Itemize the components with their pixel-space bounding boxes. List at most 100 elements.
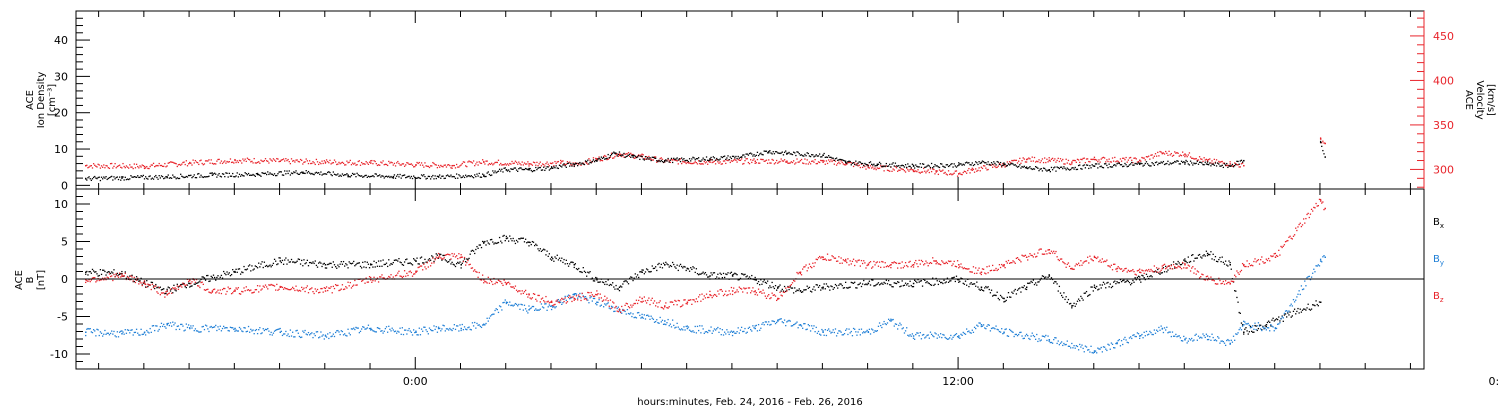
bx-point bbox=[245, 269, 247, 271]
velocity-point bbox=[917, 169, 919, 171]
density-point bbox=[684, 160, 686, 162]
bx-point bbox=[1111, 285, 1114, 288]
bx-point bbox=[1266, 321, 1269, 324]
density-point bbox=[1197, 163, 1200, 165]
bx-point bbox=[1020, 291, 1022, 293]
density-point bbox=[733, 155, 735, 158]
by-point bbox=[994, 328, 996, 330]
by-point bbox=[756, 330, 759, 332]
bx-point bbox=[968, 285, 970, 288]
velocity-point bbox=[561, 160, 563, 163]
by-point bbox=[442, 324, 444, 326]
velocity-point bbox=[407, 162, 409, 164]
density-point bbox=[357, 174, 359, 176]
by-point bbox=[443, 325, 445, 327]
bx-point bbox=[939, 281, 942, 284]
bx-point bbox=[796, 289, 798, 291]
by-point bbox=[1092, 352, 1094, 354]
bx-point bbox=[463, 258, 466, 260]
by-point bbox=[259, 327, 261, 329]
by-point bbox=[567, 294, 570, 296]
velocity-point bbox=[509, 162, 511, 165]
density-point bbox=[953, 163, 955, 165]
density-point bbox=[381, 175, 383, 177]
by-point bbox=[921, 334, 924, 336]
bx-point bbox=[88, 271, 90, 273]
density-point bbox=[599, 158, 601, 160]
by-point bbox=[1033, 335, 1036, 338]
bx-point bbox=[301, 259, 303, 262]
by-point bbox=[1089, 351, 1091, 353]
density-point bbox=[1088, 167, 1090, 170]
velocity-point bbox=[440, 164, 442, 167]
by-point bbox=[1171, 331, 1174, 333]
by-point bbox=[1228, 339, 1230, 342]
bx-point bbox=[348, 261, 350, 263]
bx-point bbox=[1161, 272, 1163, 274]
velocity-point bbox=[1093, 158, 1096, 161]
by-point bbox=[235, 329, 237, 331]
density-point bbox=[346, 173, 348, 175]
velocity-point bbox=[1010, 162, 1012, 164]
bx-point bbox=[549, 258, 552, 260]
velocity-point bbox=[230, 161, 233, 164]
bx-point bbox=[1048, 274, 1050, 276]
velocity-point bbox=[94, 164, 96, 166]
velocity-point bbox=[169, 161, 172, 163]
density-point bbox=[619, 155, 622, 157]
density-point bbox=[541, 169, 544, 171]
velocity-point bbox=[768, 159, 770, 161]
bx-point bbox=[213, 276, 216, 279]
by-point bbox=[1254, 322, 1256, 324]
bx-point bbox=[822, 286, 824, 288]
bx-point bbox=[943, 279, 945, 281]
by-point bbox=[822, 330, 824, 332]
bx-point bbox=[261, 261, 263, 263]
density-point bbox=[937, 166, 940, 168]
density-point bbox=[278, 171, 280, 173]
bx-point bbox=[298, 258, 301, 261]
velocity-point bbox=[631, 153, 633, 156]
by-point bbox=[445, 328, 448, 330]
by-point bbox=[641, 316, 643, 318]
bx-point bbox=[842, 287, 845, 289]
by-point bbox=[667, 318, 669, 321]
density-point bbox=[88, 176, 90, 178]
velocity-point bbox=[626, 153, 629, 155]
density-point bbox=[1098, 163, 1100, 165]
density-point bbox=[1146, 163, 1149, 165]
by-point bbox=[1250, 326, 1253, 329]
bz-point bbox=[85, 281, 87, 284]
velocity-point bbox=[226, 160, 228, 163]
velocity-point bbox=[500, 162, 502, 165]
velocity-point bbox=[871, 167, 873, 169]
bx-point bbox=[727, 272, 729, 274]
by-point bbox=[539, 308, 541, 310]
bz-point bbox=[233, 290, 235, 292]
bx-point bbox=[1275, 318, 1278, 320]
velocity-point bbox=[1214, 161, 1217, 163]
velocity-point bbox=[402, 163, 405, 165]
by-point bbox=[1241, 325, 1244, 327]
by-point bbox=[114, 335, 116, 337]
by-point bbox=[962, 331, 964, 334]
density-point bbox=[401, 175, 403, 177]
density-point bbox=[260, 175, 262, 177]
bx-point bbox=[802, 291, 804, 293]
bx-point bbox=[316, 266, 319, 268]
bx-point bbox=[1076, 300, 1079, 302]
bx-point bbox=[286, 263, 288, 265]
by-point bbox=[877, 325, 880, 327]
density-point bbox=[1106, 164, 1108, 167]
velocity-point bbox=[1091, 158, 1093, 161]
bx-point bbox=[1053, 282, 1055, 284]
density-point bbox=[515, 169, 518, 171]
density-point bbox=[694, 159, 696, 161]
bz-point bbox=[219, 289, 221, 291]
by-point bbox=[618, 310, 621, 312]
density-point bbox=[1048, 169, 1051, 171]
density-point bbox=[787, 152, 789, 154]
density-point bbox=[871, 163, 873, 165]
velocity-point bbox=[217, 158, 219, 161]
bz-point bbox=[377, 281, 380, 283]
